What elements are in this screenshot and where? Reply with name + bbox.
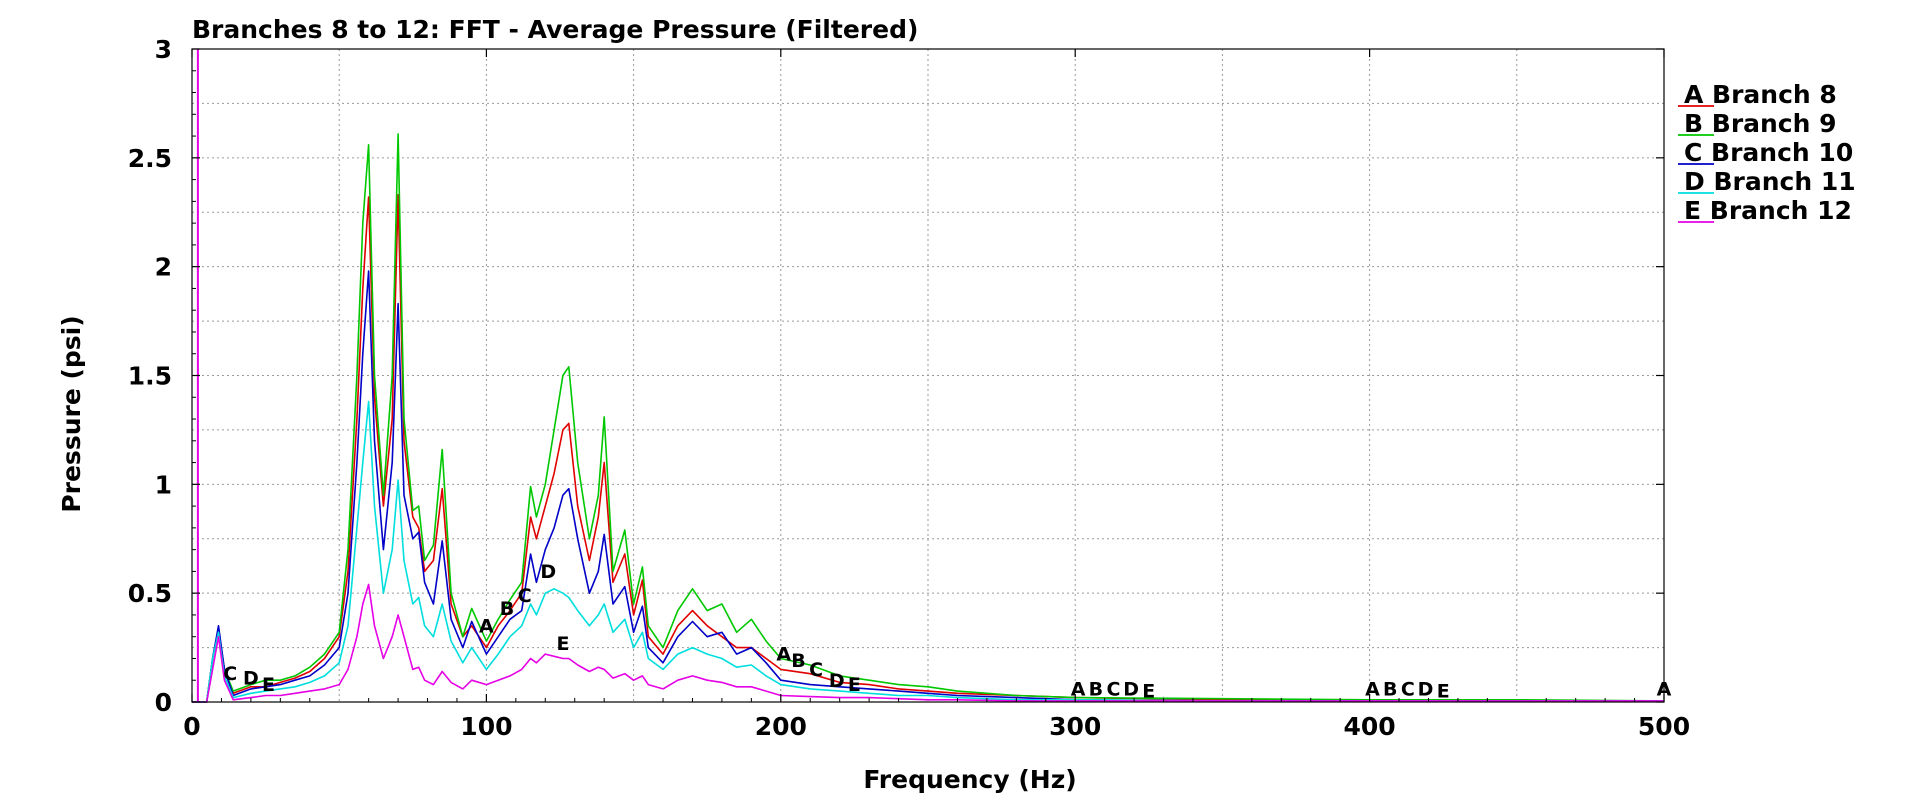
curve-marker-label: A	[1071, 678, 1086, 700]
curve-marker-label: E	[556, 633, 569, 655]
y-tick-label: 1.5	[128, 362, 172, 391]
series-group	[192, 133, 1665, 703]
curve-marker-label: D	[1123, 678, 1139, 700]
y-tick-label: 1	[155, 470, 172, 499]
curve-marker-label: E	[262, 674, 275, 696]
y-tick-label: 3	[155, 35, 172, 64]
legend-item: D Branch 11	[1684, 167, 1856, 196]
series-line-branch-9	[192, 133, 1665, 703]
curve-marker-label: C	[518, 585, 532, 607]
curve-marker-label: C	[809, 659, 823, 681]
curve-marker-label: A	[1365, 678, 1380, 700]
grid	[192, 49, 1664, 702]
x-tick-label: 300	[1049, 712, 1101, 741]
legend-item: C Branch 10	[1684, 138, 1853, 167]
curve-marker-label: B	[1383, 678, 1397, 700]
y-axis-label: Pressure (psi)	[57, 315, 86, 512]
y-tick-label: 0.5	[128, 579, 172, 608]
x-axis-ticks: 0 100 200 300 400 500	[183, 49, 1690, 741]
x-axis-label: Frequency (Hz)	[863, 765, 1076, 794]
y-tick-label: 0	[155, 688, 172, 717]
curve-marker-label: D	[829, 670, 845, 692]
curve-marker-label: D	[540, 561, 556, 583]
series-line-branch-10	[192, 270, 1664, 703]
series-line-branch-12	[192, 583, 1664, 703]
curve-marker-label: B	[791, 650, 805, 672]
curve-marker-label: B	[500, 598, 514, 620]
series-line-branch-8	[192, 194, 1664, 703]
x-tick-label: 100	[460, 712, 512, 741]
curve-marker-label: A	[479, 615, 494, 637]
series-line-branch-11	[192, 400, 1664, 703]
y-tick-label: 2	[155, 253, 172, 282]
y-tick-label: 2.5	[128, 144, 172, 173]
legend-item: B Branch 9	[1684, 109, 1837, 138]
x-tick-label: 400	[1344, 712, 1396, 741]
legend-item: E Branch 12	[1684, 196, 1852, 225]
curve-marker-label: C	[1106, 678, 1120, 700]
y-axis-ticks: 0 0.5 1 1.5 2 2.5 3	[128, 35, 1664, 717]
legend: A Branch 8B Branch 9C Branch 10D Branch …	[1678, 80, 1856, 225]
x-tick-label: 200	[755, 712, 807, 741]
curve-marker-label: E	[848, 674, 861, 696]
curve-marker-label: D	[243, 668, 259, 690]
legend-item: A Branch 8	[1684, 80, 1837, 109]
curve-marker-label: C	[1401, 678, 1415, 700]
x-tick-label: 0	[183, 712, 200, 741]
chart-title: Branches 8 to 12: FFT - Average Pressure…	[192, 15, 918, 44]
curve-marker-label: D	[1418, 678, 1434, 700]
curve-marker-label: A	[776, 644, 791, 666]
curve-marker-label: B	[1089, 678, 1103, 700]
x-tick-label: 500	[1638, 712, 1690, 741]
curve-marker-label: E	[1437, 681, 1450, 703]
curve-marker-label: E	[1142, 681, 1155, 703]
curve-marker-label: C	[223, 663, 237, 685]
